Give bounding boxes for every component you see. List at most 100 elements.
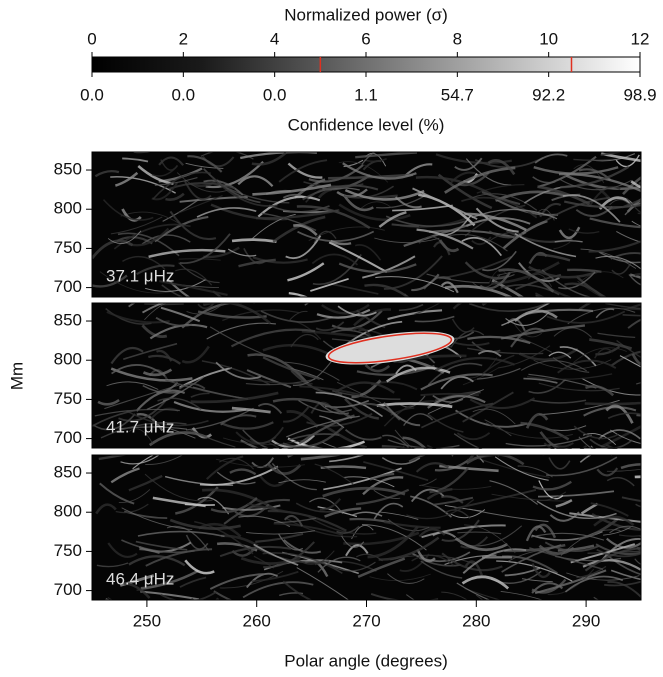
- colorbar-secondary-tick-label: 98.9: [623, 85, 656, 104]
- texture-streak: [606, 476, 635, 487]
- texture-streak: [373, 489, 401, 499]
- texture-streak: [110, 367, 193, 382]
- texture-streak: [284, 361, 340, 381]
- texture-streak: [600, 152, 641, 163]
- panel-texture: [92, 303, 641, 449]
- texture-streak: [528, 378, 567, 394]
- y-tick-label: 700: [54, 580, 82, 599]
- texture-streak: [450, 171, 476, 184]
- texture-streak: [564, 282, 605, 297]
- texture-streak: [229, 468, 257, 476]
- texture-streak: [99, 482, 135, 505]
- texture-streak: [631, 220, 641, 227]
- texture-streak: [538, 399, 620, 416]
- texture-streak: [484, 419, 512, 437]
- texture-streak: [416, 548, 436, 563]
- texture-streak: [216, 471, 256, 485]
- texture-streak: [337, 305, 377, 317]
- texture-streak: [595, 255, 641, 270]
- texture-streak: [461, 237, 502, 257]
- texture-streak: [590, 502, 629, 517]
- panel-texture: [92, 152, 641, 297]
- texture-streak: [262, 356, 321, 380]
- texture-streak: [432, 394, 464, 403]
- colorbar-secondary-tick-label: 0.0: [263, 85, 287, 104]
- texture-streak: [418, 528, 446, 538]
- texture-streak: [251, 152, 287, 166]
- texture-streak: [529, 547, 604, 570]
- texture-streak: [638, 181, 641, 186]
- texture-streak: [485, 422, 573, 439]
- texture-streak: [398, 303, 424, 312]
- texture-streak: [422, 484, 492, 490]
- texture-streak: [518, 347, 579, 361]
- y-tick-label: 700: [54, 428, 82, 447]
- texture-streak: [328, 241, 388, 273]
- texture-streak: [295, 502, 340, 513]
- colorbar-tick-label: 8: [453, 29, 462, 48]
- texture-streak: [196, 207, 257, 218]
- texture-streak: [394, 429, 415, 449]
- texture-streak: [510, 327, 544, 348]
- texture-streak: [616, 339, 641, 359]
- texture-streak: [181, 345, 210, 364]
- texture-streak: [472, 408, 516, 425]
- texture-streak: [230, 328, 316, 348]
- texture-streak: [148, 354, 181, 365]
- texture-streak: [622, 176, 641, 196]
- texture-streak: [255, 209, 340, 220]
- texture-streak: [299, 385, 361, 396]
- texture-streak: [578, 303, 593, 311]
- texture-streak: [369, 573, 431, 581]
- texture-streak: [110, 346, 144, 365]
- texture-streak: [548, 457, 571, 470]
- texture-streak: [142, 384, 182, 394]
- texture-streak: [520, 421, 570, 441]
- texture-streak: [133, 152, 154, 154]
- texture-streak: [190, 392, 210, 398]
- texture-streak: [626, 197, 641, 214]
- texture-streak: [249, 426, 284, 445]
- texture-streak: [607, 412, 641, 420]
- texture-streak: [595, 308, 615, 319]
- texture-streak: [140, 569, 199, 590]
- texture-streak: [421, 524, 506, 539]
- texture-streak: [587, 550, 641, 554]
- texture-streak: [452, 303, 464, 310]
- texture-streak: [610, 569, 641, 581]
- texture-streak: [454, 157, 483, 171]
- texture-streak: [160, 306, 201, 323]
- panel-frame: [91, 302, 642, 449]
- texture-streak: [343, 194, 374, 212]
- texture-streak: [319, 415, 345, 429]
- texture-streak: [616, 231, 641, 243]
- texture-streak: [418, 236, 442, 244]
- texture-streak: [546, 310, 626, 324]
- texture-streak: [194, 520, 254, 555]
- texture-streak: [213, 590, 233, 600]
- texture-streak: [534, 292, 546, 297]
- texture-streak: [278, 479, 326, 484]
- texture-streak: [410, 488, 445, 503]
- texture-streak: [156, 381, 179, 394]
- texture-streak: [513, 309, 558, 323]
- texture-streak: [530, 532, 605, 541]
- y-tick-label: 750: [54, 238, 82, 257]
- texture-streak: [260, 310, 334, 323]
- colorbar-tick-label: 12: [631, 29, 650, 48]
- texture-streak: [344, 188, 425, 201]
- texture-streak: [549, 511, 580, 522]
- texture-streak: [520, 360, 587, 372]
- texture-streak: [620, 307, 641, 311]
- texture-streak: [144, 303, 168, 320]
- texture-streak: [457, 531, 502, 535]
- texture-streak: [302, 184, 379, 201]
- texture-streak: [420, 402, 494, 429]
- texture-streak: [469, 455, 501, 460]
- texture-streak: [525, 412, 549, 429]
- texture-streak: [128, 428, 154, 444]
- texture-streak: [141, 234, 191, 245]
- texture-streak: [237, 175, 274, 188]
- texture-streak: [639, 535, 641, 537]
